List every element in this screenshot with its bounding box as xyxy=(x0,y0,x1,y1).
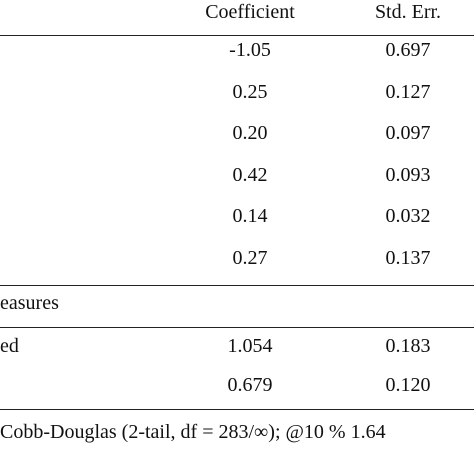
rule xyxy=(0,35,474,36)
rule xyxy=(0,409,474,410)
coefficient-cell: 0.27 xyxy=(232,247,268,269)
column-header: Std. Err. xyxy=(374,1,442,23)
std-err-cell: 0.093 xyxy=(385,164,431,186)
coefficient-cell: -1.05 xyxy=(229,39,271,61)
coefficient-cell: 0.25 xyxy=(232,81,268,103)
coefficient-cell: 0.42 xyxy=(232,164,268,186)
coefficient-cell: 0.679 xyxy=(227,374,273,396)
rule xyxy=(0,285,474,286)
footer-note: Cobb-Douglas (2-tail, df = 283/∞); @10 %… xyxy=(0,421,386,443)
std-err-cell: 0.183 xyxy=(385,335,431,357)
std-err-cell: 0.120 xyxy=(385,374,431,396)
coefficient-cell: 0.14 xyxy=(232,205,268,227)
column-header: Coefficient xyxy=(205,1,295,23)
std-err-cell: 0.697 xyxy=(385,39,431,61)
std-err-cell: 0.127 xyxy=(385,81,431,103)
std-err-cell: 0.097 xyxy=(385,122,431,144)
coefficient-cell: 1.054 xyxy=(227,335,273,357)
rule xyxy=(0,327,474,328)
std-err-cell: 0.137 xyxy=(385,247,431,269)
std-err-cell: 0.032 xyxy=(385,205,431,227)
section-title: easures xyxy=(0,292,59,314)
row-label: ed xyxy=(0,335,19,357)
coefficient-cell: 0.20 xyxy=(232,122,268,144)
